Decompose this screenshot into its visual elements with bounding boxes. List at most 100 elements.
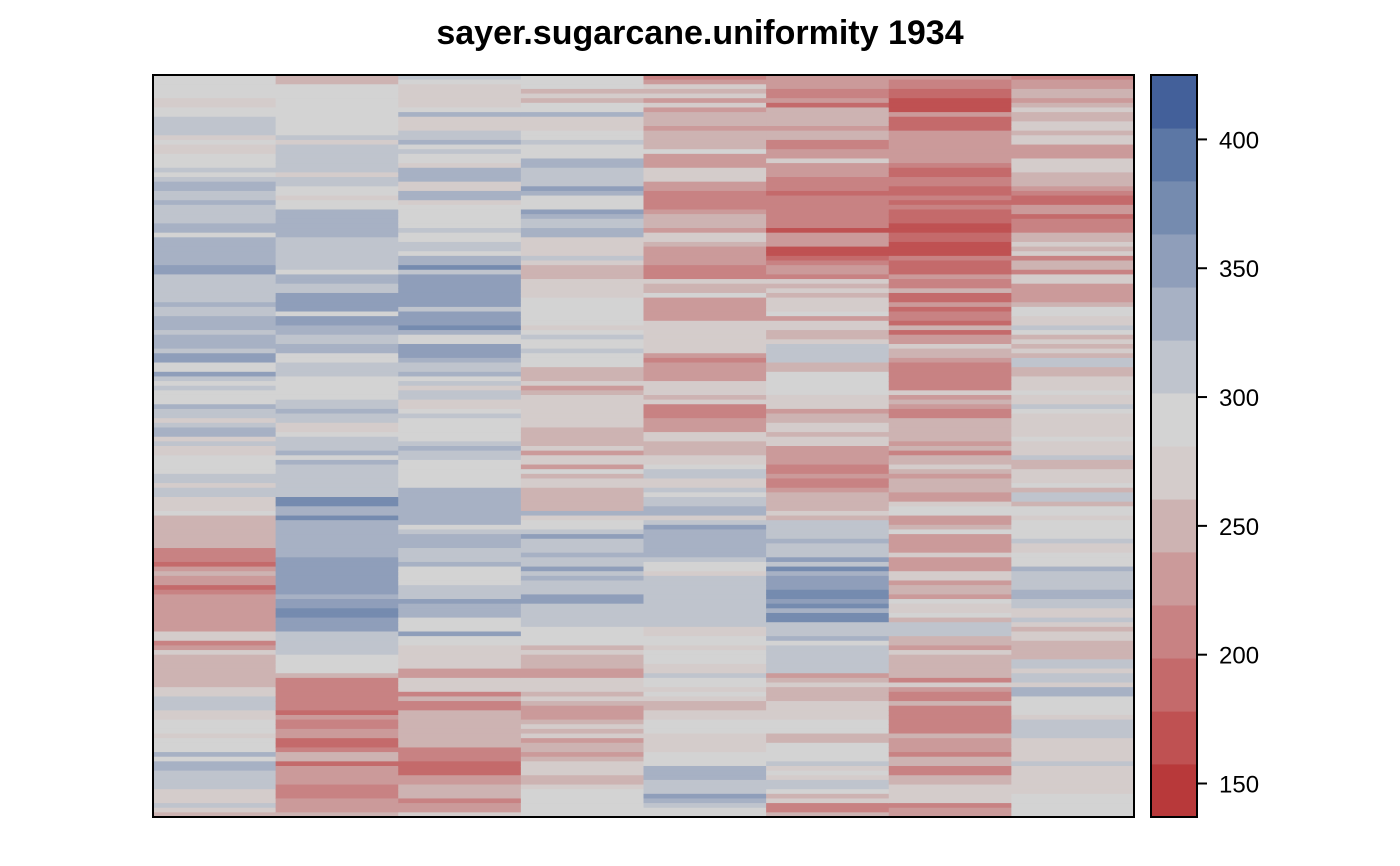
heatmap-cell xyxy=(153,497,277,503)
heatmap-cell xyxy=(643,719,767,725)
heatmap-cell xyxy=(643,487,767,493)
heatmap-cell xyxy=(398,515,522,521)
heatmap-cell xyxy=(766,645,890,651)
heatmap-cell xyxy=(1011,761,1135,767)
heatmap-cell xyxy=(153,617,277,623)
heatmap-cell xyxy=(275,149,399,155)
heatmap-cell xyxy=(520,626,645,633)
heatmap-cell xyxy=(520,524,645,531)
heatmap-cell xyxy=(275,371,399,378)
heatmap-cell xyxy=(643,599,767,605)
heatmap-cell xyxy=(398,446,522,452)
heatmap-cell xyxy=(766,738,890,744)
heatmap-cell xyxy=(275,163,399,169)
heatmap-cell xyxy=(398,232,522,238)
heatmap-cell xyxy=(520,733,645,739)
heatmap-cell xyxy=(153,478,277,484)
heatmap-cell xyxy=(1011,654,1135,660)
heatmap-cell xyxy=(520,645,645,651)
heatmap-cell xyxy=(1011,487,1135,493)
heatmap-cell xyxy=(153,144,277,150)
heatmap-cell xyxy=(275,534,399,540)
heatmap-cell xyxy=(398,459,522,466)
heatmap-cell xyxy=(153,116,277,122)
heatmap-cell xyxy=(520,237,645,243)
heatmap-cell xyxy=(888,742,1012,749)
heatmap-cell xyxy=(766,367,890,373)
heatmap-cell xyxy=(275,330,399,336)
heatmap-cell xyxy=(275,283,399,289)
heatmap-cell xyxy=(888,487,1012,493)
heatmap-cell xyxy=(398,441,522,447)
heatmap-cell xyxy=(520,529,645,535)
heatmap-cell xyxy=(766,775,890,781)
heatmap-cell xyxy=(1011,738,1135,744)
heatmap-cell xyxy=(153,705,277,711)
heatmap-cell xyxy=(153,687,277,693)
heatmap-cell xyxy=(275,436,399,442)
heatmap-cell xyxy=(153,677,277,684)
heatmap-cell xyxy=(766,714,890,721)
heatmap-cell xyxy=(766,803,890,809)
heatmap-cell xyxy=(275,255,399,262)
heatmap-cell xyxy=(153,306,277,313)
heatmap-cell xyxy=(398,793,522,800)
heatmap-cell xyxy=(398,126,522,132)
heatmap-cell xyxy=(643,353,767,359)
heatmap-cell xyxy=(643,228,767,234)
heatmap-cell xyxy=(275,464,399,470)
heatmap-cell xyxy=(275,139,399,146)
heatmap-cell xyxy=(888,784,1012,790)
heatmap-cell xyxy=(275,181,399,187)
heatmap-cell xyxy=(153,390,277,396)
heatmap-cell xyxy=(398,701,522,707)
heatmap-cell xyxy=(398,167,522,173)
heatmap-cell xyxy=(888,367,1012,373)
heatmap-cell xyxy=(398,710,522,716)
heatmap-cell xyxy=(766,752,890,758)
heatmap-cell xyxy=(520,812,645,818)
heatmap-cell xyxy=(275,292,399,299)
heatmap-cell xyxy=(398,668,522,674)
heatmap-cell xyxy=(643,636,767,642)
heatmap-cell xyxy=(888,650,1012,656)
heatmap-cell xyxy=(1011,107,1135,113)
heatmap-cell xyxy=(520,399,645,405)
heatmap-cell xyxy=(398,418,522,424)
heatmap-cell xyxy=(1011,204,1135,211)
heatmap-cell xyxy=(888,186,1012,192)
heatmap-cell xyxy=(520,492,645,498)
heatmap-cell xyxy=(888,209,1012,215)
heatmap-cell xyxy=(643,779,767,786)
heatmap-cell xyxy=(520,153,645,160)
heatmap-cell xyxy=(275,218,399,224)
heatmap-cell xyxy=(520,251,645,257)
heatmap-cell xyxy=(766,589,890,595)
heatmap-cell xyxy=(275,422,399,429)
heatmap-cell xyxy=(153,756,277,762)
heatmap-cell xyxy=(398,93,522,99)
heatmap-cell xyxy=(766,149,890,155)
heatmap-cell xyxy=(1011,84,1135,90)
heatmap-cell xyxy=(275,687,399,693)
heatmap-cell xyxy=(1011,626,1135,633)
heatmap-cell xyxy=(520,144,645,150)
heatmap-cell xyxy=(153,195,277,201)
heatmap-cell xyxy=(888,515,1012,521)
colorbar-segment xyxy=(1151,499,1197,553)
heatmap-cell xyxy=(398,339,522,345)
heatmap-cell xyxy=(766,204,890,211)
heatmap-cell xyxy=(888,153,1012,160)
heatmap-cell xyxy=(398,682,522,688)
heatmap-cell xyxy=(643,139,767,146)
heatmap-cell xyxy=(888,798,1012,804)
heatmap-cell xyxy=(1011,497,1135,503)
heatmap-cell xyxy=(275,742,399,749)
heatmap-cell xyxy=(275,84,399,90)
heatmap-cell xyxy=(766,343,890,350)
heatmap-cell xyxy=(643,506,767,512)
heatmap-cell xyxy=(1011,306,1135,313)
heatmap-cell xyxy=(888,585,1012,591)
heatmap-cell xyxy=(643,112,767,118)
heatmap-cell xyxy=(1011,228,1135,234)
